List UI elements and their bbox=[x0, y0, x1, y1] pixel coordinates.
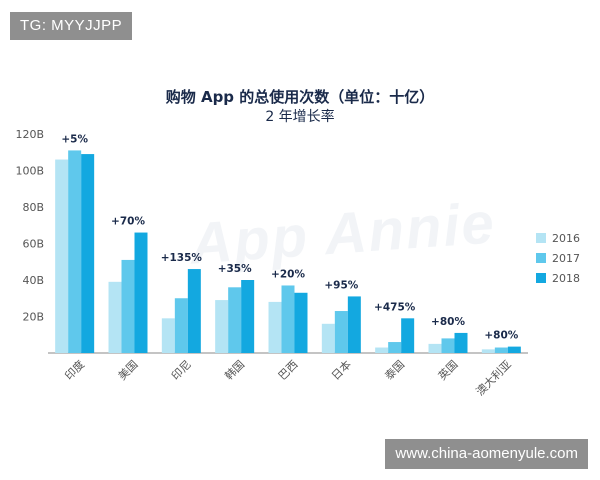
legend-swatch-2016 bbox=[536, 233, 546, 243]
category-label: 美国 bbox=[116, 358, 141, 383]
legend-label-2016: 2016 bbox=[552, 232, 580, 245]
category-label: 澳大利亚 bbox=[473, 357, 514, 398]
bar-2018 bbox=[81, 154, 95, 353]
bar-2018 bbox=[134, 232, 148, 353]
growth-label: +80% bbox=[484, 330, 518, 342]
bar-2016 bbox=[375, 347, 389, 353]
y-tick-label: 80B bbox=[22, 201, 44, 214]
bar-2017 bbox=[281, 285, 295, 353]
bar-2016 bbox=[215, 300, 229, 353]
bar-2017 bbox=[494, 347, 508, 353]
chart-subtitle: 2 年增长率 bbox=[265, 109, 335, 125]
growth-label: +135% bbox=[161, 252, 203, 264]
growth-label: +35% bbox=[218, 263, 252, 275]
bar-2018 bbox=[454, 332, 468, 353]
bar-2016 bbox=[268, 301, 282, 353]
category-label: 日本 bbox=[328, 357, 353, 382]
y-tick-label: 60B bbox=[22, 238, 44, 251]
growth-label: +80% bbox=[431, 316, 465, 328]
bar-2016 bbox=[161, 318, 175, 353]
y-tick-label: 40B bbox=[22, 274, 44, 287]
bar-2018 bbox=[401, 318, 415, 353]
legend-swatch-2017 bbox=[536, 253, 546, 263]
bar-2017 bbox=[334, 311, 348, 353]
bar-2017 bbox=[68, 150, 82, 353]
legend-swatch-2018 bbox=[536, 273, 546, 283]
bar-2018 bbox=[294, 292, 308, 353]
growth-label: +20% bbox=[271, 268, 305, 280]
watermark-top: TG: MYYJJPP bbox=[10, 12, 133, 40]
bar-2018 bbox=[507, 346, 521, 353]
y-tick-label: 100B bbox=[15, 165, 44, 178]
y-tick-label: 20B bbox=[22, 311, 44, 324]
bar-2017 bbox=[228, 287, 242, 353]
bar-2017 bbox=[388, 342, 402, 353]
legend-label-2018: 2018 bbox=[552, 272, 580, 285]
category-label: 印尼 bbox=[169, 358, 194, 383]
category-label: 印度 bbox=[62, 357, 87, 382]
bar-2018 bbox=[347, 296, 361, 353]
growth-label: +5% bbox=[61, 133, 88, 145]
bar-2017 bbox=[174, 298, 188, 353]
growth-label: +475% bbox=[374, 301, 416, 313]
watermark-bottom: www.china-aomenyule.com bbox=[385, 439, 588, 469]
bar-2016 bbox=[428, 343, 442, 353]
bar-2016 bbox=[108, 281, 122, 353]
bar-2018 bbox=[187, 269, 201, 353]
growth-label: +95% bbox=[324, 279, 358, 291]
y-tick-label: 120B bbox=[15, 128, 44, 141]
bar-2017 bbox=[441, 338, 455, 353]
bar-2016 bbox=[481, 349, 495, 353]
category-label: 英国 bbox=[435, 357, 460, 382]
bar-2016 bbox=[55, 159, 69, 353]
legend-label-2017: 2017 bbox=[552, 252, 580, 265]
bar-2017 bbox=[121, 259, 135, 353]
category-label: 巴西 bbox=[276, 358, 301, 383]
category-label: 泰国 bbox=[382, 357, 407, 382]
bar-2018 bbox=[241, 280, 255, 353]
chart-title: 购物 App 的总使用次数（单位：十亿） bbox=[165, 88, 435, 106]
category-label: 韩国 bbox=[222, 357, 247, 382]
growth-label: +70% bbox=[111, 216, 145, 228]
bar-2016 bbox=[321, 323, 335, 353]
